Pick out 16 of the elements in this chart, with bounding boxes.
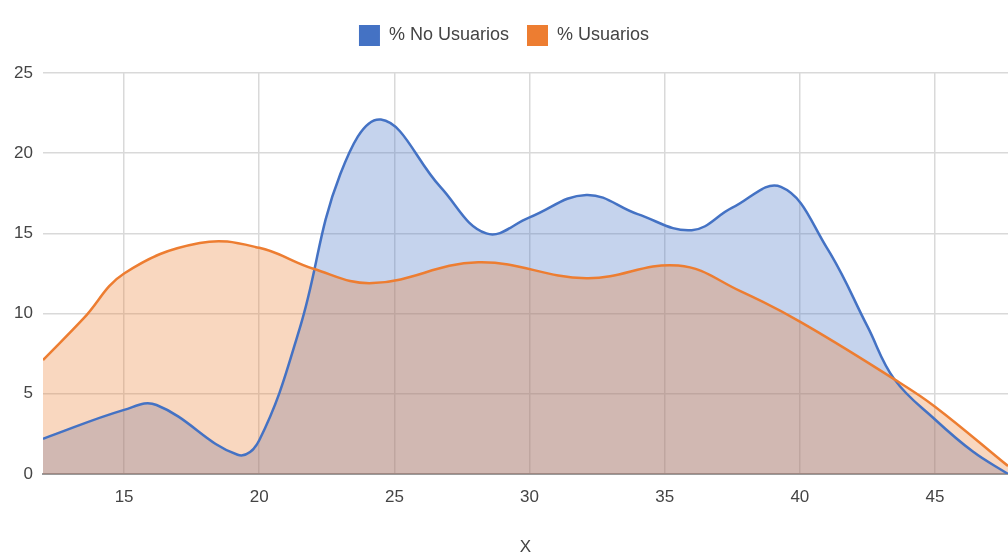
x-tick-label: 20: [249, 486, 269, 506]
y-tick-label: 5: [23, 383, 33, 403]
x-tick-label: 35: [655, 486, 675, 506]
y-tick-label: 20: [14, 142, 33, 162]
y-tick-label: 0: [23, 463, 33, 483]
x-tick-label: 15: [114, 486, 134, 506]
legend-label: % No Usuarios: [388, 24, 510, 45]
x-tick-label: 30: [520, 486, 540, 506]
legend-label: % Usuarios: [557, 24, 650, 45]
y-tick-label: 25: [14, 62, 33, 82]
x-tick-label: 40: [790, 486, 810, 506]
x-tick-label: 25: [384, 486, 404, 506]
x-axis-title: X: [519, 537, 532, 557]
x-tick-label: 45: [925, 486, 945, 506]
y-tick-label: 10: [14, 303, 33, 323]
y-tick-label: 15: [14, 223, 33, 243]
